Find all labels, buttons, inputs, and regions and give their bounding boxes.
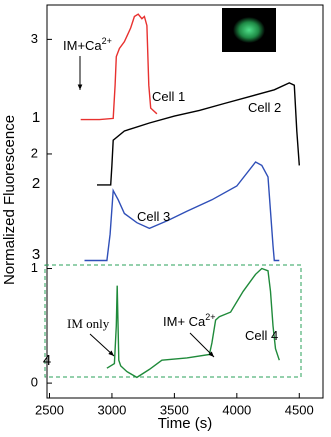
annotation-text: Cell 1 xyxy=(152,89,185,104)
annotation: 3 xyxy=(32,246,40,263)
annotation-text: IM+ Ca xyxy=(163,314,206,329)
annotation-text: Cell 3 xyxy=(137,209,170,224)
annotation-superscript: 2+ xyxy=(205,312,215,322)
y-axis-label: Normalized Fluorescence xyxy=(1,115,18,285)
annotation: Cell 4 xyxy=(245,328,278,343)
inset-cell xyxy=(233,17,265,43)
annotation-text: Cell 2 xyxy=(248,100,281,115)
annotation: 1 xyxy=(32,109,40,126)
y-tick-label: 3 xyxy=(31,31,38,46)
x-tick-label: 2500 xyxy=(35,402,64,417)
line xyxy=(106,267,280,379)
annotation: Cell 3 xyxy=(137,209,170,224)
annotation: IM+ Ca2+ xyxy=(163,312,216,329)
plot-frame xyxy=(46,4,324,399)
annotation-text: Cell 4 xyxy=(245,328,278,343)
x-tick-label: 4500 xyxy=(285,402,314,417)
annotation-text: 2 xyxy=(32,175,40,192)
arrow-head xyxy=(208,351,214,357)
line xyxy=(84,161,280,262)
annotation: Cell 1 xyxy=(152,89,185,104)
x-axis-label: Time (s) xyxy=(158,415,212,432)
highlight-box xyxy=(44,264,302,378)
annotation-text: 4 xyxy=(43,352,51,369)
line xyxy=(80,13,158,121)
annotation: 4 xyxy=(43,352,51,369)
arrow-head xyxy=(108,350,114,356)
annotation-superscript: 2+ xyxy=(102,36,112,46)
x-tick-label: 4000 xyxy=(222,402,251,417)
line xyxy=(97,82,300,186)
arrow xyxy=(189,332,215,358)
y-tick-label: 1 xyxy=(31,260,38,275)
annotation-text: 1 xyxy=(32,109,40,126)
annotation: 2 xyxy=(32,175,40,192)
arrow-head xyxy=(77,84,83,90)
annotation: IM only xyxy=(67,316,110,331)
y-tick-label: 0 xyxy=(31,375,38,390)
annotation: IM+Ca2+ xyxy=(63,36,112,53)
annotation: Cell 2 xyxy=(248,100,281,115)
annotation-text: IM+Ca xyxy=(63,38,102,53)
annotation-text: IM only xyxy=(67,316,110,331)
y-tick-label: 2 xyxy=(31,145,38,160)
x-tick-label: 3500 xyxy=(160,402,189,417)
x-tick-label: 3000 xyxy=(97,402,126,417)
annotation-text: 3 xyxy=(32,246,40,263)
